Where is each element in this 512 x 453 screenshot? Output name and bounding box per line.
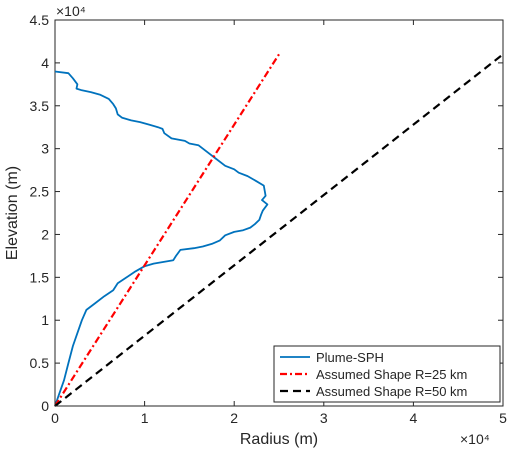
legend-label-2: Assumed Shape R=50 km <box>316 384 467 399</box>
series-line-2 <box>54 53 504 407</box>
y-tick-label: 4.5 <box>30 12 50 28</box>
x-axis-label: Radius (m) <box>240 431 318 448</box>
x-exponent-label: ×10⁴ <box>460 431 490 447</box>
y-axis-label: Elevation (m) <box>4 166 21 260</box>
series-line-1 <box>54 53 280 407</box>
x-tick-label: 5 <box>499 410 507 426</box>
y-tick-label: 3 <box>41 141 49 157</box>
legend-box <box>273 345 501 403</box>
y-tick-label: 2 <box>41 226 49 242</box>
x-tick-label: 2 <box>230 410 238 426</box>
y-tick-label: 1.5 <box>30 269 50 285</box>
series-group <box>54 53 504 407</box>
legend: Plume-SPH Assumed Shape R=25 km Assumed Sh… <box>273 345 501 403</box>
y-tick-label: 4 <box>41 55 49 71</box>
series-line-0 <box>54 70 269 407</box>
y-tick-label: 1 <box>41 312 49 328</box>
y-tick-label: 3.5 <box>30 98 50 114</box>
y-tick-label: 0.5 <box>30 355 50 371</box>
legend-label-0: Plume-SPH <box>316 350 384 365</box>
y-exponent-label: ×10⁴ <box>56 3 86 19</box>
x-tick-label: 0 <box>51 410 59 426</box>
legend-label-1: Assumed Shape R=25 km <box>316 367 467 382</box>
plot-area <box>54 19 504 407</box>
y-tick-label: 2.5 <box>30 184 50 200</box>
y-tick-label: 0 <box>41 398 49 414</box>
x-tick-label: 3 <box>320 410 328 426</box>
x-tick-label: 1 <box>141 410 149 426</box>
x-axis: 0 1 2 3 4 5 <box>51 20 507 426</box>
y-axis: 0 0.5 1 1.5 2 2.5 3 3.5 4 4.5 <box>30 12 503 414</box>
x-tick-label: 4 <box>410 410 418 426</box>
plot-frame <box>54 19 504 407</box>
